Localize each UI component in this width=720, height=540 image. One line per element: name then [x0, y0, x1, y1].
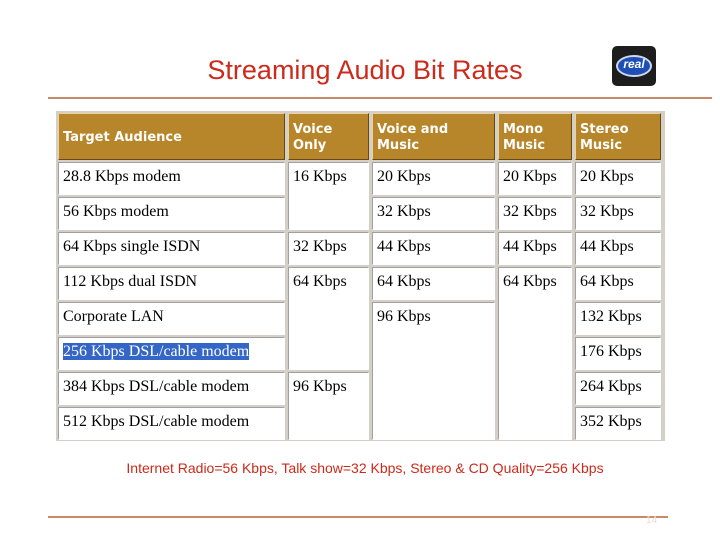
table-cell: 32 Kbps [498, 197, 572, 230]
table-cell: 20 Kbps [498, 162, 572, 195]
top-divider [48, 97, 712, 99]
table-cell: 64 Kbps [575, 267, 661, 300]
table-cell: 32 Kbps [372, 197, 495, 230]
table-cell: 132 Kbps [575, 302, 661, 335]
table-cell: 20 Kbps [575, 162, 661, 195]
slide-title: Streaming Audio Bit Rates [207, 55, 523, 85]
column-header: Voice and Music [372, 113, 495, 160]
table-cell: 28.8 Kbps modem [58, 162, 285, 195]
table-cell: 20 Kbps [372, 162, 495, 195]
table-cell: 384 Kbps DSL/cable modem [58, 372, 285, 405]
table-cell: 64 Kbps single ISDN [58, 232, 285, 265]
column-header: Voice Only [288, 113, 369, 160]
table-cell: 44 Kbps [498, 232, 572, 265]
table-cell: 96 Kbps [372, 302, 495, 440]
table-cell: 64 Kbps [372, 267, 495, 300]
page-number: 14 [646, 515, 658, 526]
table-cell: 56 Kbps modem [58, 197, 285, 230]
table-cell: 352 Kbps [575, 407, 661, 440]
table-cell: 112 Kbps dual ISDN [58, 267, 285, 300]
column-header: Target Audience [58, 113, 285, 160]
real-logo-icon: real [612, 46, 656, 86]
table-cell: 44 Kbps [575, 232, 661, 265]
table-cell: 256 Kbps DSL/cable modem [58, 337, 285, 370]
selected-text: 256 Kbps DSL/cable modem [63, 343, 250, 360]
bitrate-table: Target Audience Voice Only Voice and Music… [56, 111, 665, 441]
table-cell: 64 Kbps [288, 267, 369, 370]
column-header: Mono Music [498, 113, 572, 160]
table-cell: 512 Kbps DSL/cable modem [58, 407, 285, 440]
footnote: Internet Radio=56 Kbps, Talk show=32 Kbp… [126, 460, 604, 476]
table-cell: 44 Kbps [372, 232, 495, 265]
table-cell: 16 Kbps [288, 162, 369, 230]
column-header: Stereo Music [575, 113, 661, 160]
table-cell: 32 Kbps [288, 232, 369, 265]
logo-ring [616, 55, 652, 77]
table-cell: 64 Kbps [498, 267, 572, 440]
table-cell: 96 Kbps [288, 372, 369, 440]
table-cell: 32 Kbps [575, 197, 661, 230]
table-grid: Target Audience Voice Only Voice and Music… [56, 111, 665, 441]
table-cell: 264 Kbps [575, 372, 661, 405]
logo-text: real [623, 57, 645, 71]
bottom-divider [48, 516, 668, 518]
table-cell: 176 Kbps [575, 337, 661, 370]
table-cell: Corporate LAN [58, 302, 285, 335]
